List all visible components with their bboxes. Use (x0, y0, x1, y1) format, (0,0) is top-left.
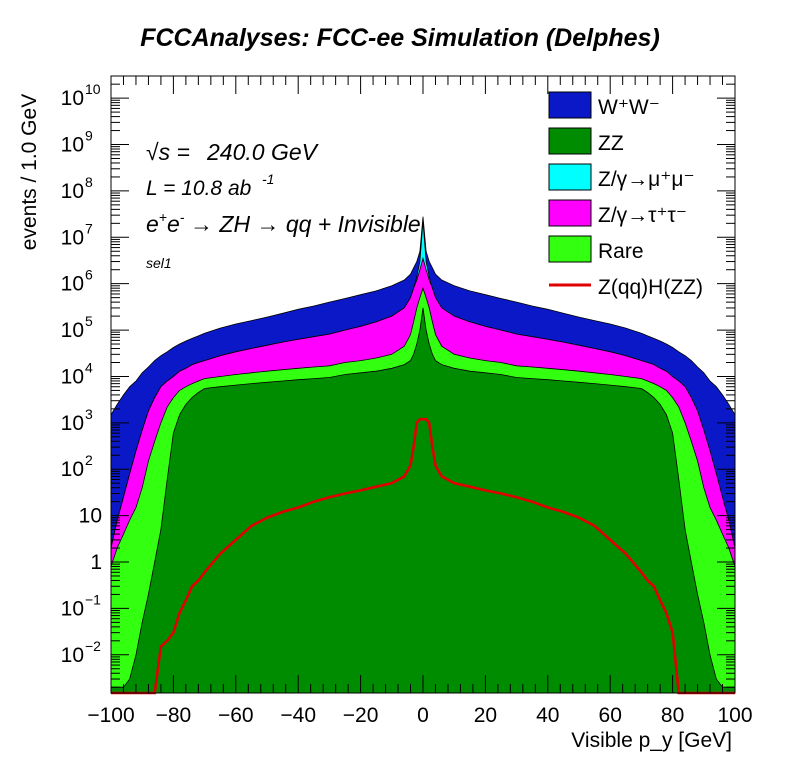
y-tick-exponent: 5 (85, 313, 93, 329)
y-axis-label: events / 1.0 GeV (18, 94, 41, 250)
legend-label: Z/γ→μ⁺μ⁻ (598, 168, 695, 191)
y-tick-exponent: 2 (85, 452, 93, 468)
selection-label: sel1 (146, 255, 172, 271)
y-tick-exponent: 9 (85, 128, 93, 144)
legend-swatch (548, 127, 592, 155)
line-zqq-hzz (111, 417, 735, 695)
x-tick-label: 20 (474, 704, 497, 727)
y-tick-exponent: 10 (85, 81, 101, 97)
legend-label: Rare (598, 240, 644, 263)
y-tick-exponent: 7 (85, 220, 93, 236)
x-axis: −100 −80 −60 −40 −20 0 20 40 60 80 100 (87, 76, 753, 727)
sqrt-s-value: 240.0 GeV (206, 139, 320, 165)
x-tick-label: 0 (417, 704, 429, 727)
signal-line-layer (111, 417, 735, 695)
x-tick-label: 100 (717, 704, 752, 727)
legend-swatch (548, 163, 592, 191)
process-text: → ZH → qq + Invisible (190, 211, 421, 237)
luminosity-annotation: L = 10.8 ab -1 (146, 171, 274, 200)
x-axis-label: Visible p_y [GeV] (571, 729, 732, 752)
y-tick-label: 10 (61, 319, 84, 342)
luminosity-exponent: -1 (262, 171, 274, 187)
y-tick-exponent: 8 (85, 174, 93, 190)
area-zz (110, 307, 736, 694)
y-tick-exponent: −2 (85, 638, 101, 654)
y-tick-label: 10 (61, 87, 84, 110)
x-tick-label: 40 (536, 704, 559, 727)
x-tick-label: −80 (156, 704, 192, 727)
luminosity-text: L = 10.8 ab (146, 177, 252, 200)
legend-swatch (548, 235, 592, 263)
legend-label: Z(qq)H(ZZ) (598, 276, 703, 299)
y-tick-label: 10 (61, 226, 84, 249)
x-tick-label: −60 (218, 704, 254, 727)
y-tick-label: 10 (61, 597, 84, 620)
legend-swatch (548, 199, 592, 227)
x-tick-label: −40 (280, 704, 316, 727)
legend-label: W⁺W⁻ (598, 96, 660, 119)
legend-label: ZZ (598, 132, 624, 155)
chart-title: FCCAnalyses: FCC-ee Simulation (Delphes) (140, 24, 660, 52)
x-tick-label: −20 (343, 704, 379, 727)
y-tick-label: 10 (61, 180, 84, 203)
y-tick-exponent: −1 (85, 591, 101, 607)
sqrt-s-annotation: √s = 240.0 GeV (146, 139, 320, 165)
legend-label: Z/γ→τ⁺τ⁻ (598, 204, 687, 227)
y-tick-label: 10 (61, 365, 84, 388)
y-tick-exponent: 6 (85, 267, 93, 283)
y-tick-label: 10 (61, 412, 84, 435)
process-annotation: e+e- → ZH → qq + Invisible (146, 209, 421, 237)
y-tick-label: 10 (61, 273, 84, 296)
y-tick-label: 10 (61, 458, 84, 481)
y-tick-label: 10 (79, 505, 102, 528)
legend-swatch (548, 91, 592, 119)
y-tick-label: 1 (90, 551, 102, 574)
y-tick-exponent: 3 (85, 406, 93, 422)
x-tick-label: 60 (599, 704, 622, 727)
y-tick-exponent: 4 (85, 359, 93, 375)
y-tick-label: 10 (61, 644, 84, 667)
x-tick-label: 80 (661, 704, 684, 727)
legend: W⁺W⁻ ZZ Z/γ→μ⁺μ⁻ Z/γ→τ⁺τ⁻ Rare Z(qq)H(ZZ) (548, 91, 703, 299)
sqrt-symbol: √s = (146, 139, 190, 165)
y-tick-label: 10 (61, 134, 84, 157)
x-tick-label: −100 (87, 704, 134, 727)
stacked-histograms (110, 216, 736, 694)
